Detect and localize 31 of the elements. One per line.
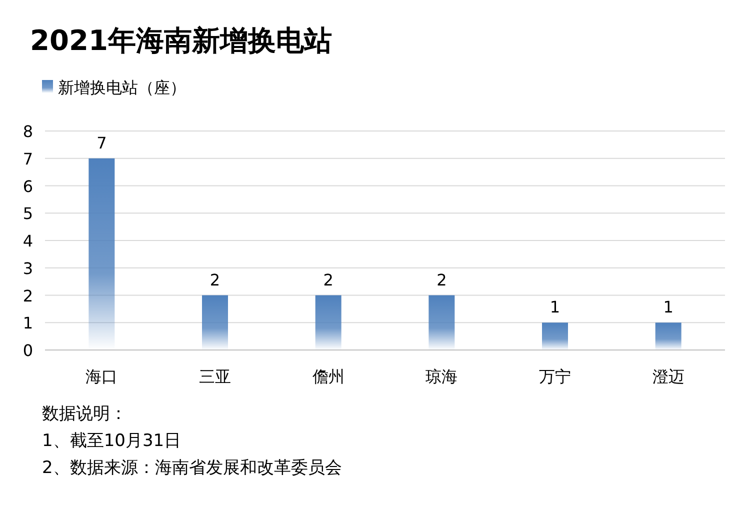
x-tick-label: 儋州 [312,367,344,386]
data-label: 1 [663,298,674,317]
bar [428,295,455,350]
bar [655,322,682,350]
x-tick-label: 澄迈 [652,367,684,386]
text: 2、数据来源：海南省发展和改革委员会 [42,458,342,478]
bar [202,295,228,350]
y-tick-label: 7 [22,149,34,168]
x-tick-label: 琼海 [426,367,458,386]
bar [542,322,568,350]
y-tick-label: 3 [22,258,34,278]
y-tick-label: 8 [22,122,34,141]
data-label: 2 [436,270,447,290]
data-label: 7 [96,133,107,152]
y-tick-label: 4 [22,232,34,250]
bar [315,295,342,350]
chart-title: 2021年海南新增换电站 [30,24,332,57]
y-tick-label: 6 [22,176,34,196]
x-tick-label: 三亚 [199,367,231,386]
text: 1、截至10月31日 [42,431,182,451]
x-tick-label: 海口 [86,367,118,386]
data-label: 1 [550,298,560,317]
y-tick-label: 2 [22,286,34,306]
y-tick-label: 5 [22,204,34,224]
y-tick-label: 1 [22,314,34,333]
text: 数据说明： [42,404,127,424]
legend-label: 新增换电站（座） [58,78,186,97]
data-label: 2 [210,270,220,290]
x-tick-label: 万宁 [539,367,571,386]
data-label: 2 [323,270,334,290]
y-tick-label: 0 [22,341,34,360]
